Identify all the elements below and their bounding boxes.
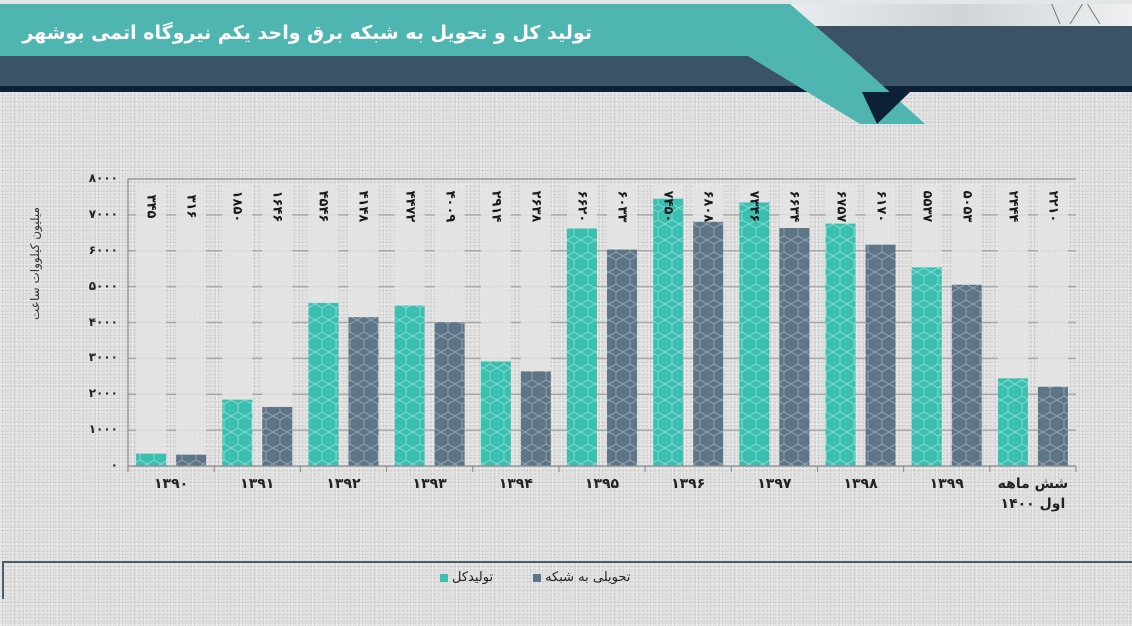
bar-total xyxy=(997,378,1028,466)
x-tick-label: ۱۳۹۲ xyxy=(326,476,361,492)
value-label: ۵۰۵۳ xyxy=(959,190,975,223)
value-label: ۱۸۵۰ xyxy=(229,190,245,223)
value-label: ۴۱۴۸ xyxy=(355,190,371,223)
frame-line xyxy=(2,561,1132,563)
value-label: ۳۴۵ xyxy=(143,194,159,219)
bar-track xyxy=(136,185,167,466)
bar-total xyxy=(739,202,770,466)
y-tick-label: ۰ xyxy=(110,458,118,472)
bar-delivered xyxy=(1037,386,1068,466)
x-tick-label: ۱۳۹۵ xyxy=(584,476,620,492)
y-tick-label: ۸۰۰۰ xyxy=(88,171,118,185)
value-label: ۴۵۴۶ xyxy=(315,190,331,223)
legend-item-delivered: تحویلی به شبکه xyxy=(533,570,630,585)
y-tick-label: ۳۰۰۰ xyxy=(88,350,118,365)
legend-label-delivered: تحویلی به شبکه xyxy=(545,570,631,585)
bar-total xyxy=(653,198,684,466)
bar-total xyxy=(222,399,253,466)
x-tick-label: ۱۳۹۷ xyxy=(757,476,792,492)
bar-delivered xyxy=(434,322,465,466)
axes xyxy=(127,179,1077,472)
bar-total xyxy=(394,305,425,466)
bar-total xyxy=(825,223,856,466)
legend-swatch-delivered xyxy=(533,573,542,582)
y-tick-label: ۴۰۰۰ xyxy=(88,314,118,329)
value-label: ۲۴۴۴ xyxy=(1005,190,1021,223)
value-label: ۶۷۵۷ xyxy=(833,190,849,223)
x-tick-label: شش ماهه اول ۱۴۰۰ xyxy=(997,476,1069,512)
value-label: ۶۸۰۸ xyxy=(700,190,716,223)
bars xyxy=(136,185,1068,466)
x-tick-label: ۱۳۹۶ xyxy=(671,476,706,492)
bar-delivered xyxy=(607,249,637,466)
x-tick-label: ۱۳۹۱ xyxy=(240,476,275,492)
x-tick-label: ۱۳۹۸ xyxy=(843,476,878,492)
legend-swatch-total xyxy=(440,573,448,582)
bar-total xyxy=(567,228,597,466)
value-label: ۲۶۳۸ xyxy=(528,190,544,223)
bar-total xyxy=(911,267,942,466)
bar-total xyxy=(136,453,167,466)
legend-label-total: تولیدکل xyxy=(452,570,494,585)
x-tick-label: ۱۳۹۹ xyxy=(929,476,964,492)
bar-delivered xyxy=(865,244,896,466)
bar-delivered xyxy=(951,284,982,466)
bar-total xyxy=(308,302,339,466)
bar-delivered xyxy=(262,406,293,466)
y-tick-label: ۱۰۰۰ xyxy=(88,422,118,437)
frame-corner xyxy=(2,561,4,599)
value-label: ۴۴۷۲ xyxy=(402,190,418,223)
bar-track xyxy=(176,185,207,466)
bar-delivered xyxy=(176,454,207,466)
y-axis-label: میلیون کیلووات ساعت xyxy=(28,207,42,320)
value-label: ۲۲۱۰ xyxy=(1045,190,1061,223)
value-label: ۶۶۳۴ xyxy=(786,190,802,223)
y-tick-label: ۶۰۰۰ xyxy=(88,242,118,257)
y-tick-label: ۵۰۰۰ xyxy=(88,278,118,293)
header-shapes xyxy=(0,0,1132,124)
value-label: ۶۰۳۳ xyxy=(614,190,630,223)
page-title: تولید کل و تحویل به شبکه برق واحد یکم نی… xyxy=(22,22,592,44)
bar-delivered xyxy=(348,317,379,466)
value-label: ۷۳۴۶ xyxy=(746,190,762,223)
value-label: ۳۱۶ xyxy=(183,194,199,219)
x-tick-label: ۱۳۹۰ xyxy=(153,476,189,492)
value-label: ۶۶۲۰ xyxy=(574,190,590,223)
x-tick-label: ۱۳۹۳ xyxy=(412,476,447,492)
bar-delivered xyxy=(520,371,551,466)
value-label: ۷۴۵۰ xyxy=(660,190,676,223)
value-label: ۲۹۱۴ xyxy=(488,190,504,223)
legend-item-total: تولیدکل xyxy=(440,570,493,585)
bar-delivered xyxy=(779,228,810,466)
value-label: ۵۵۳۷ xyxy=(919,190,935,223)
value-label: ۴۰۰۹ xyxy=(442,190,458,223)
bar-total xyxy=(480,361,511,466)
legend: تحویلی به شبکه تولیدکل xyxy=(440,570,630,585)
value-label: ۱۶۴۶ xyxy=(269,190,285,223)
x-tick-label: ۱۳۹۴ xyxy=(498,476,533,492)
value-label: ۶۱۷۰ xyxy=(873,190,889,223)
y-tick-label: ۲۰۰۰ xyxy=(88,386,118,401)
header-photo xyxy=(790,0,1132,26)
header-banner: تولید کل و تحویل به شبکه برق واحد یکم نی… xyxy=(0,0,1132,125)
y-tick-label: ۷۰۰۰ xyxy=(88,206,118,221)
bar-delivered xyxy=(693,221,724,466)
